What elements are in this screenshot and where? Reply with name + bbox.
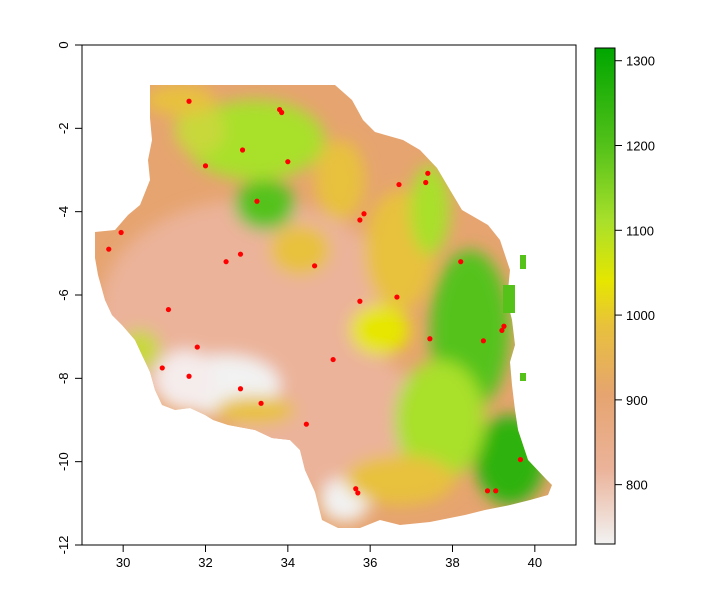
sample-point (423, 179, 429, 186)
sample-point (202, 163, 209, 169)
y-tick-label: -12 (56, 536, 71, 555)
sample-point (159, 365, 165, 371)
sample-points (106, 98, 524, 496)
y-tick-label: -8 (56, 373, 71, 385)
legend-tick-label: 1300 (626, 54, 655, 69)
sample-point (254, 198, 260, 204)
x-tick-label: 36 (363, 555, 377, 570)
y-tick-label: -10 (56, 452, 71, 471)
sample-point (355, 490, 361, 496)
sample-point (330, 356, 336, 363)
legend-tick-label: 1200 (626, 139, 655, 154)
legend-colorbar (594, 47, 616, 545)
sample-point (501, 323, 507, 329)
sample-point (427, 336, 433, 342)
sample-point (165, 306, 172, 313)
sample-point (357, 298, 363, 304)
sample-point (361, 211, 367, 217)
legend-tick-label: 1100 (626, 223, 654, 238)
y-tick-label: -6 (56, 289, 71, 301)
sample-point (106, 246, 112, 252)
y-tick-label: -4 (56, 206, 71, 218)
x-tick-label: 38 (445, 555, 459, 570)
sample-point (285, 159, 291, 165)
sample-point (194, 344, 200, 350)
x-tick-label: 32 (198, 555, 212, 570)
sample-point (223, 259, 229, 265)
sample-point (353, 486, 359, 492)
sample-point (394, 294, 400, 300)
y-tick-label: 0 (56, 41, 71, 48)
x-tick-label: 34 (281, 555, 295, 570)
sample-point (484, 488, 491, 494)
x-tick-label: 40 (528, 555, 542, 570)
sample-point (258, 400, 264, 406)
legend-tick-label: 1000 (626, 308, 655, 323)
sample-point (279, 109, 285, 116)
sample-point (118, 229, 124, 236)
sample-point (458, 259, 464, 265)
legend-tick-label: 900 (626, 393, 648, 408)
island-cells (503, 255, 526, 381)
sample-point (239, 147, 246, 153)
sample-point (425, 170, 431, 176)
sample-point (303, 421, 309, 427)
x-tick-label: 30 (116, 555, 130, 570)
elevation-raster (95, 85, 552, 528)
y-tick-label: -2 (56, 123, 71, 135)
sample-point (237, 251, 244, 257)
sample-point (186, 373, 192, 379)
sample-point (493, 488, 499, 494)
sample-point (480, 338, 486, 344)
sample-point (237, 386, 244, 392)
sample-point (499, 327, 505, 334)
sample-point (396, 181, 402, 188)
sample-point (517, 456, 524, 463)
legend-tick-label: 800 (626, 478, 648, 493)
sample-point (186, 98, 192, 104)
sample-point (357, 217, 363, 223)
sample-point (311, 263, 318, 269)
